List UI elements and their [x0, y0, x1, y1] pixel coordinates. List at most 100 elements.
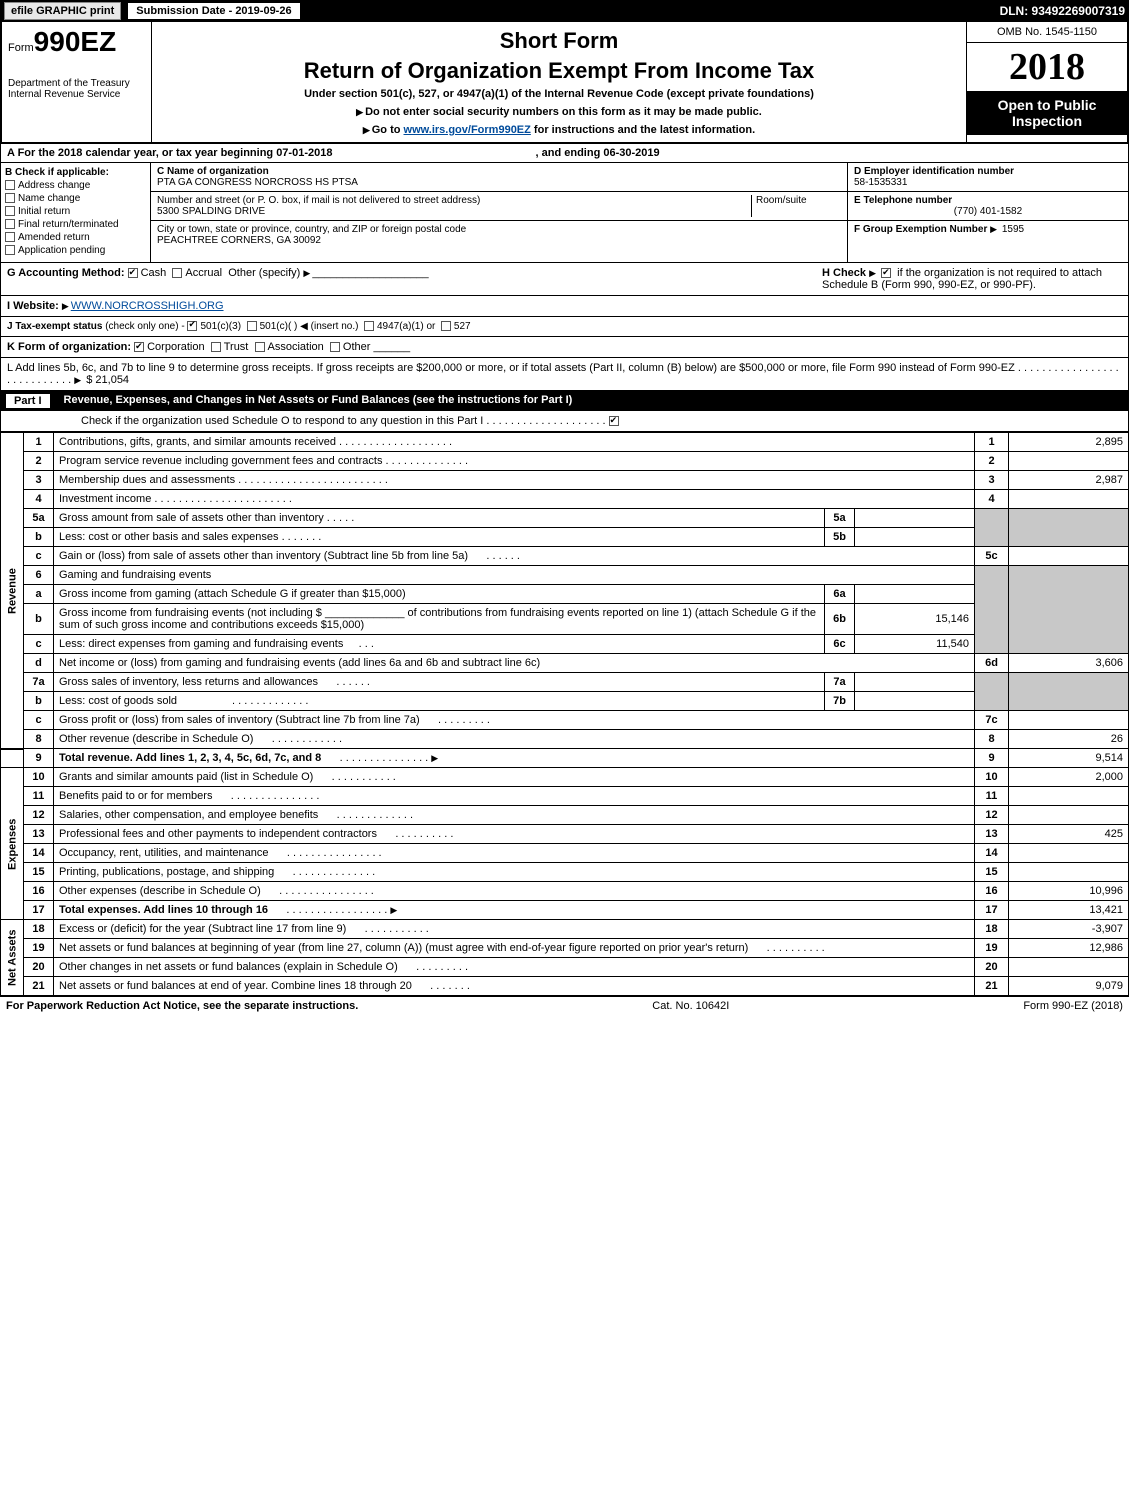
f-value: 1595: [1002, 224, 1024, 235]
subtitle: Under section 501(c), 527, or 4947(a)(1)…: [158, 88, 960, 100]
line-desc: Other expenses (describe in Schedule O) …: [54, 882, 975, 901]
line-value: [1009, 547, 1129, 566]
checkbox-icon[interactable]: [881, 268, 891, 278]
line-value: 9,079: [1009, 977, 1129, 996]
phone-row: E Telephone number (770) 401-1582: [848, 192, 1128, 221]
chk-initial-return[interactable]: Initial return: [5, 206, 146, 217]
g-cash: Cash: [141, 267, 167, 279]
checkbox-icon[interactable]: [211, 342, 221, 352]
revenue-sidebar: Revenue: [1, 433, 24, 749]
line-num: 20: [24, 958, 54, 977]
line-desc: Net assets or fund balances at end of ye…: [54, 977, 975, 996]
table-row: b Less: cost or other basis and sales ex…: [1, 528, 1129, 547]
topbar-left: efile GRAPHIC print Submission Date - 20…: [4, 2, 301, 20]
chk-amended-return[interactable]: Amended return: [5, 232, 146, 243]
line-num-r: 20: [975, 958, 1009, 977]
line-desc: Less: direct expenses from gaming and fu…: [54, 635, 825, 654]
return-title: Return of Organization Exempt From Incom…: [158, 58, 960, 84]
chk-address-change[interactable]: Address change: [5, 180, 146, 191]
shaded-cell: [1009, 566, 1129, 654]
line-desc: Excess or (deficit) for the year (Subtra…: [54, 920, 975, 939]
line-desc: Contributions, gifts, grants, and simila…: [54, 433, 975, 452]
table-row: Expenses 10 Grants and similar amounts p…: [1, 768, 1129, 787]
checkbox-icon[interactable]: [441, 321, 451, 331]
line-num: 9: [24, 749, 54, 768]
line-desc: Less: cost or other basis and sales expe…: [54, 528, 825, 547]
instr2-prefix: Go to: [372, 124, 404, 136]
j-opt: 4947(a)(1) or: [377, 321, 435, 332]
group-exemption-row: F Group Exemption Number 1595: [848, 221, 1128, 238]
line-num-r: 10: [975, 768, 1009, 787]
f-label: F Group Exemption Number: [854, 224, 987, 235]
instruction-1: Do not enter social security numbers on …: [158, 106, 960, 118]
line-num-r: 13: [975, 825, 1009, 844]
checkbox-icon[interactable]: [128, 268, 138, 278]
arrow-icon: [363, 124, 372, 136]
line-num-r: 17: [975, 901, 1009, 920]
checkbox-icon[interactable]: [330, 342, 340, 352]
line-value: 2,000: [1009, 768, 1129, 787]
arrow-icon: [431, 752, 440, 764]
irs-link[interactable]: www.irs.gov/Form990EZ: [404, 124, 531, 136]
line-num-r: 6d: [975, 654, 1009, 673]
line-value: [1009, 711, 1129, 730]
section-a-ending: , and ending 06-30-2019: [536, 147, 660, 159]
line-desc: Other revenue (describe in Schedule O) .…: [54, 730, 975, 749]
mini-num: 6a: [825, 585, 855, 604]
section-b-grid: B Check if applicable: Address change Na…: [0, 163, 1129, 263]
chk-application-pending[interactable]: Application pending: [5, 245, 146, 256]
expenses-sidebar: Expenses: [1, 768, 24, 920]
chk-label: Address change: [18, 180, 90, 191]
line-num: 5a: [24, 509, 54, 528]
checkbox-icon[interactable]: [609, 416, 619, 426]
line-desc: Gross sales of inventory, less returns a…: [54, 673, 825, 692]
j-label: J Tax-exempt status: [7, 321, 102, 332]
line-desc: Investment income . . . . . . . . . . . …: [54, 490, 975, 509]
checkbox-icon[interactable]: [172, 268, 182, 278]
l-amount: $ 21,054: [86, 374, 129, 386]
line-num-r: 14: [975, 844, 1009, 863]
table-row: Net Assets 18 Excess or (deficit) for th…: [1, 920, 1129, 939]
checkbox-icon: [5, 219, 15, 229]
line-num: c: [24, 711, 54, 730]
line-desc: Net assets or fund balances at beginning…: [54, 939, 975, 958]
shaded-cell: [975, 673, 1009, 711]
line-num: 3: [24, 471, 54, 490]
form-header: Form990EZ Department of the Treasury Int…: [0, 22, 1129, 144]
addr-label: Number and street (or P. O. box, if mail…: [157, 195, 480, 206]
checkbox-icon[interactable]: [187, 321, 197, 331]
section-b-label: B Check if applicable:: [5, 167, 109, 178]
chk-final-return[interactable]: Final return/terminated: [5, 219, 146, 230]
table-row: a Gross income from gaming (attach Sched…: [1, 585, 1129, 604]
ein-row: D Employer identification number 58-1535…: [848, 163, 1128, 192]
line-value: [1009, 806, 1129, 825]
line-value: [1009, 787, 1129, 806]
checkbox-icon[interactable]: [134, 342, 144, 352]
checkbox-icon[interactable]: [364, 321, 374, 331]
dln-number: DLN: 93492269007319: [1000, 4, 1125, 18]
org-name-row: C Name of organization PTA GA CONGRESS N…: [151, 163, 847, 192]
shaded-cell: [975, 509, 1009, 547]
table-row: Revenue 1 Contributions, gifts, grants, …: [1, 433, 1129, 452]
line-value: 3,606: [1009, 654, 1129, 673]
line-num-r: 5c: [975, 547, 1009, 566]
org-address: 5300 SPALDING DRIVE: [157, 206, 265, 217]
omb-number: OMB No. 1545-1150: [967, 22, 1127, 43]
header-center: Short Form Return of Organization Exempt…: [152, 22, 967, 142]
chk-label: Amended return: [18, 232, 90, 243]
line-num: 15: [24, 863, 54, 882]
section-k: K Form of organization: Corporation Trus…: [0, 337, 1129, 358]
checkbox-icon[interactable]: [255, 342, 265, 352]
line-desc: Gross amount from sale of assets other t…: [54, 509, 825, 528]
section-h: H Check if the organization is not requi…: [822, 267, 1122, 291]
checkbox-icon[interactable]: [247, 321, 257, 331]
arrow-icon: [62, 300, 71, 312]
open-public-badge: Open to Public Inspection: [967, 91, 1127, 135]
org-city: PEACHTREE CORNERS, GA 30092: [157, 235, 321, 246]
line-desc: Printing, publications, postage, and shi…: [54, 863, 975, 882]
efile-print-button[interactable]: efile GRAPHIC print: [4, 2, 121, 20]
chk-name-change[interactable]: Name change: [5, 193, 146, 204]
line-desc: Gain or (loss) from sale of assets other…: [54, 547, 975, 566]
line-num-r: 1: [975, 433, 1009, 452]
website-link[interactable]: WWW.NORCROSSHIGH.ORG: [71, 300, 224, 312]
